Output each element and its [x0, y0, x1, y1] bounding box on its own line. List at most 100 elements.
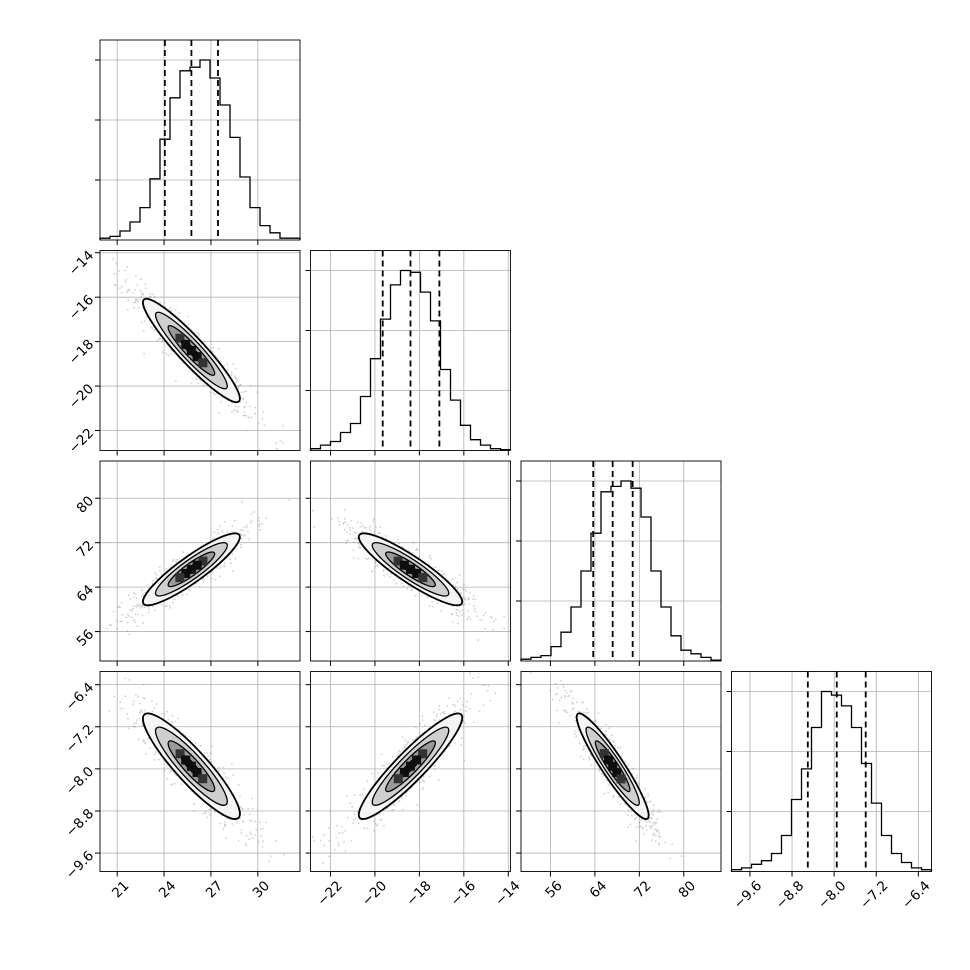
- sample-point: [650, 817, 653, 820]
- sample-point: [224, 824, 227, 826]
- sample-point: [108, 624, 111, 627]
- sample-point: [403, 746, 405, 749]
- x-tick-label: 72: [631, 878, 654, 901]
- sample-point: [171, 720, 173, 723]
- density-cell: [181, 755, 191, 765]
- sample-point: [160, 713, 163, 715]
- sample-point: [245, 401, 248, 404]
- sample-point: [201, 578, 204, 581]
- sample-point: [633, 813, 636, 816]
- sample-point: [566, 711, 568, 714]
- sample-point: [467, 597, 470, 599]
- sample-point: [114, 284, 117, 287]
- sample-point: [247, 416, 250, 419]
- density-cell: [418, 573, 428, 583]
- sample-point: [627, 825, 629, 828]
- sample-point: [459, 697, 461, 700]
- sample-point: [170, 353, 173, 355]
- sample-point: [134, 299, 137, 301]
- sample-point: [243, 391, 246, 393]
- sample-point: [571, 689, 573, 692]
- sample-point: [405, 795, 407, 797]
- sample-point: [461, 603, 464, 606]
- sample-point: [140, 278, 142, 280]
- sample-point: [482, 704, 485, 706]
- sample-point: [257, 422, 260, 425]
- y-tick-label: −18: [66, 336, 97, 367]
- sample-point: [457, 622, 459, 625]
- sample-point: [142, 683, 145, 686]
- x-tick-label: 27: [203, 878, 226, 901]
- sample-point: [381, 764, 384, 767]
- sample-point: [257, 841, 260, 843]
- sample-point: [225, 837, 228, 839]
- sample-point: [263, 424, 266, 427]
- density-cell: [186, 564, 196, 574]
- histogram-bars: [520, 480, 722, 661]
- sample-point: [235, 377, 237, 380]
- sample-point: [582, 712, 585, 714]
- sample-point: [245, 834, 248, 837]
- sample-point: [210, 577, 213, 580]
- sample-point: [583, 747, 586, 750]
- sample-point: [654, 840, 657, 843]
- sample-point: [629, 823, 632, 826]
- sample-point: [161, 351, 164, 354]
- sample-point: [393, 579, 395, 581]
- sample-point: [243, 814, 246, 816]
- y-tick-label: −8.0: [63, 764, 97, 798]
- sample-point: [338, 523, 341, 526]
- sample-point: [442, 757, 445, 760]
- sample-point: [406, 743, 409, 745]
- sample-point: [136, 284, 139, 287]
- sample-point: [562, 683, 564, 686]
- y-tick-label: −7.2: [63, 722, 97, 756]
- sample-point: [463, 759, 466, 762]
- sample-point: [472, 677, 474, 679]
- sample-point: [127, 727, 130, 730]
- sample-point: [467, 598, 470, 600]
- density-cell: [181, 339, 191, 349]
- sample-point: [249, 819, 252, 822]
- histogram-panel-4: [726, 671, 933, 877]
- sample-point: [337, 516, 339, 519]
- sample-point: [126, 621, 129, 624]
- sample-point: [312, 509, 314, 512]
- sample-point: [563, 694, 566, 697]
- sample-point: [357, 822, 360, 825]
- sample-point: [247, 807, 250, 810]
- sample-point: [363, 827, 366, 829]
- sample-point: [461, 737, 463, 740]
- sample-point: [133, 307, 136, 309]
- density-core: [393, 556, 428, 583]
- sample-point: [260, 828, 262, 831]
- sample-point: [110, 624, 112, 626]
- sample-point: [176, 595, 179, 597]
- sample-point: [133, 596, 136, 599]
- sample-point: [464, 598, 466, 601]
- sample-point: [197, 335, 200, 337]
- sample-point: [603, 792, 606, 795]
- density-cell: [399, 560, 409, 570]
- sample-point: [383, 765, 386, 767]
- sample-point: [373, 820, 375, 823]
- sample-point: [344, 849, 347, 852]
- sample-point: [169, 606, 172, 609]
- sample-point: [244, 405, 247, 408]
- sample-point: [653, 832, 655, 835]
- sample-point: [223, 520, 226, 523]
- sample-point: [492, 628, 495, 631]
- sample-point: [152, 579, 155, 582]
- density-cell: [616, 774, 626, 784]
- sample-point: [463, 584, 465, 586]
- sample-point: [283, 853, 285, 856]
- sample-point: [187, 323, 190, 326]
- sample-point: [376, 824, 378, 827]
- sample-point: [133, 722, 136, 725]
- sample-point: [588, 758, 591, 761]
- sample-point: [256, 391, 259, 393]
- sample-point: [242, 529, 245, 532]
- sample-point: [313, 839, 315, 842]
- sample-point: [464, 597, 467, 599]
- sample-point: [231, 552, 234, 555]
